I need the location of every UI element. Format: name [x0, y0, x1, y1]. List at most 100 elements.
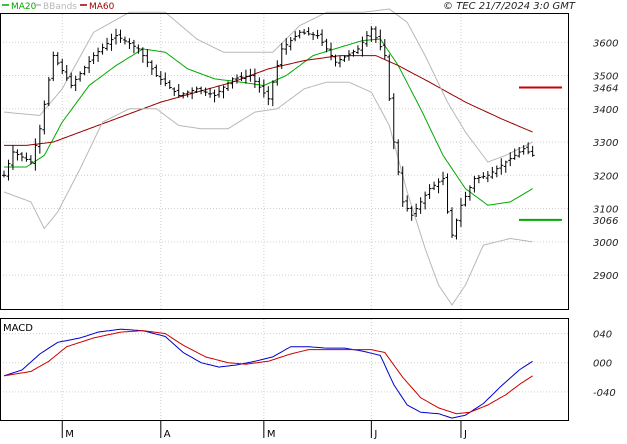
macd-y-axis: 040 000 -040: [593, 330, 616, 399]
price-tick-label: 3200: [593, 171, 618, 182]
ohlc-bar: [55, 52, 60, 66]
macd-panel-label: MACD: [3, 323, 33, 334]
ohlc-bar: [458, 198, 463, 227]
ohlc-bar: [503, 160, 508, 173]
price-series: [2, 8, 535, 306]
macd-tick-label: 000: [593, 359, 612, 370]
ohlc-bar: [167, 80, 172, 90]
ohlc-bar: [158, 71, 163, 86]
ohlc-bar: [427, 184, 432, 199]
ohlc-bar: [203, 87, 208, 96]
ohlc-bar: [208, 87, 213, 98]
ohlc-bar: [508, 152, 513, 167]
series-line-bbands-upper: [3, 8, 533, 163]
ohlc-bar: [24, 152, 29, 162]
ohlc-bar: [19, 152, 24, 162]
ohlc-bar: [293, 31, 298, 42]
ohlc-bar: [288, 37, 293, 51]
ohlc-bar: [257, 77, 262, 93]
month-tick-label: M: [65, 429, 74, 440]
price-panel-frame: [0, 13, 569, 310]
price-y-axis: 2900 3000 3100 3200 3300 3400 3500 3600: [593, 38, 618, 282]
ohlc-bar: [324, 38, 329, 53]
ohlc-bar: [436, 178, 441, 194]
price-tick-label: 3400: [593, 105, 618, 116]
legend-label-bbands: BBands: [43, 2, 77, 12]
ohlc-bar: [360, 36, 365, 57]
ohlc-bar: [33, 138, 38, 171]
ohlc-bar: [226, 81, 230, 92]
ohlc-bar: [423, 191, 428, 210]
ohlc-bar: [418, 197, 423, 214]
ohlc-bar: [351, 49, 356, 57]
ohlc-bar: [145, 49, 150, 68]
ohlc-bar: [279, 42, 284, 70]
legend: MA20 BBands MA60: [2, 2, 115, 12]
macd-grid: [0, 319, 568, 421]
ohlc-bar: [485, 171, 490, 183]
month-tick-label: J: [463, 429, 467, 440]
macd-panel-frame: [0, 318, 569, 421]
ohlc-bar: [2, 170, 6, 178]
ohlc-bar: [118, 29, 123, 43]
ohlc-bar: [230, 77, 235, 89]
ohlc-bar: [51, 51, 56, 82]
month-tick-label: A: [164, 429, 171, 440]
ohlc-bar: [454, 218, 459, 240]
ohlc-bar: [252, 68, 257, 88]
annotation-label: 3464: [593, 84, 618, 95]
price-grid: [0, 14, 568, 310]
series-line-ma20: [4, 38, 533, 206]
ohlc-bar: [476, 174, 481, 184]
ohlc-bar: [96, 47, 101, 62]
macd-tick-label: 040: [593, 330, 612, 341]
ohlc-bar: [221, 85, 226, 99]
ohlc-bar: [140, 47, 145, 63]
ohlc-bar: [105, 37, 110, 51]
ohlc-bar: [373, 26, 378, 43]
legend-label-ma60: MA60: [89, 2, 115, 12]
ohlc-bar: [297, 29, 302, 39]
ohlc-bar: [512, 148, 517, 160]
ohlc-bar: [69, 72, 74, 89]
ohlc-bar: [64, 65, 69, 81]
ohlc-bar: [91, 52, 96, 64]
ohlc-bar: [284, 38, 289, 55]
ohlc-bar: [109, 33, 114, 51]
price-tick-label: 3300: [593, 138, 618, 149]
ohlc-bar: [311, 31, 316, 41]
ohlc-bar: [530, 145, 535, 157]
legend-label-ma20: MA20: [11, 2, 37, 12]
ohlc-bar: [190, 87, 195, 100]
ohlc-bar: [521, 145, 526, 155]
ohlc-bar: [194, 86, 199, 94]
ohlc-bar: [266, 86, 271, 106]
ohlc-bar: [73, 75, 78, 92]
ohlc-bar: [199, 86, 204, 95]
ohlc-bar: [467, 185, 472, 201]
macd-series: [3, 328, 533, 419]
ohlc-bar: [306, 27, 311, 36]
ohlc-bar: [15, 149, 20, 161]
ohlc-bar: [494, 165, 499, 178]
ohlc-bar: [185, 90, 190, 98]
ohlc-bar: [517, 147, 522, 158]
ohlc-bar: [526, 142, 531, 155]
ohlc-bar: [87, 56, 92, 74]
ohlc-bar: [302, 28, 307, 35]
price-annotations: 3464 3066: [519, 84, 618, 227]
ohlc-bar: [364, 31, 369, 47]
ohlc-bar: [463, 191, 468, 207]
ohlc-bar: [28, 155, 33, 165]
ohlc-bar: [382, 39, 387, 60]
ohlc-bar: [78, 71, 83, 82]
ohlc-bar: [490, 166, 495, 179]
ohlc-bar: [391, 93, 396, 150]
ohlc-bar: [320, 29, 325, 46]
series-line-ma60: [4, 55, 533, 146]
ohlc-bar: [315, 29, 320, 39]
macd-tick-label: -040: [593, 388, 616, 399]
ohlc-bar: [396, 139, 401, 176]
